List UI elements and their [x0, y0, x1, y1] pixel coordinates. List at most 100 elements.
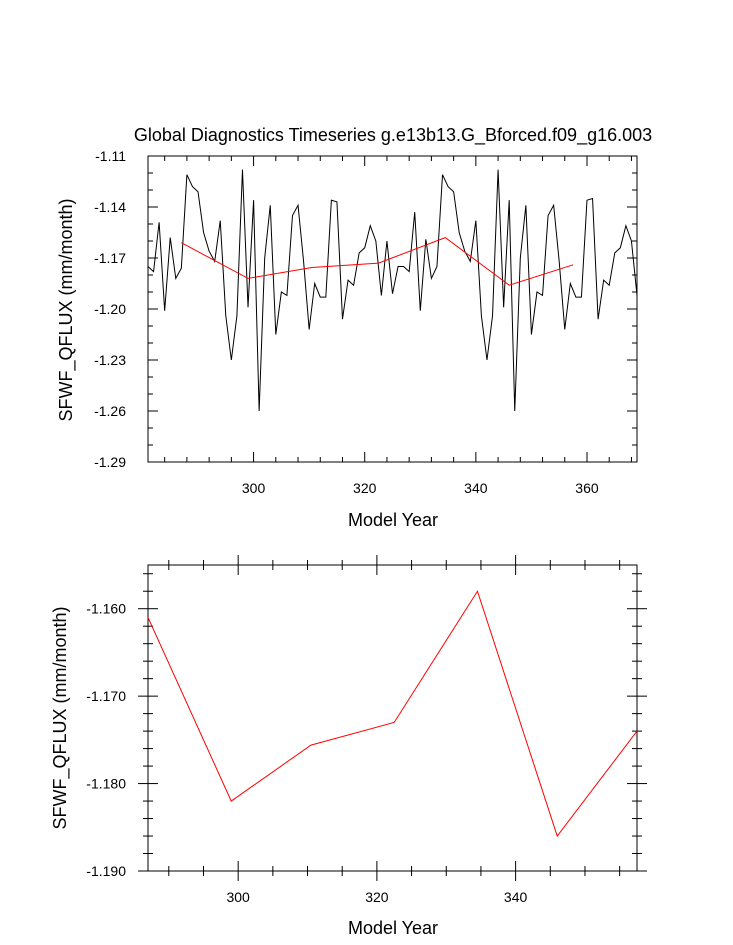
data-point	[448, 186, 449, 187]
data-point	[311, 267, 312, 268]
data-point	[364, 247, 365, 248]
data-point	[248, 278, 249, 279]
y-tick-label: -1.180	[86, 776, 126, 792]
data-point	[420, 310, 421, 311]
data-point	[553, 205, 554, 206]
data-point	[470, 261, 471, 262]
data-point	[170, 237, 171, 238]
data-point	[403, 266, 404, 267]
data-point	[164, 310, 165, 311]
data-point	[620, 247, 621, 248]
data-point	[409, 271, 410, 272]
data-point	[342, 319, 343, 320]
data-point	[159, 222, 160, 223]
x-tick-label: 360	[575, 480, 599, 496]
series-line-running-mean	[181, 237, 574, 286]
data-point	[414, 212, 415, 213]
data-point	[198, 191, 199, 192]
data-point	[353, 285, 354, 286]
y-axis-label: SFWF_QFLUX (mm/month)	[56, 198, 77, 421]
data-point	[298, 205, 299, 206]
data-point	[525, 205, 526, 206]
data-point	[270, 205, 271, 206]
data-point	[477, 591, 478, 592]
data-point	[186, 174, 187, 175]
data-point	[564, 329, 565, 330]
y-axis-label: SFWF_QFLUX (mm/month)	[50, 606, 71, 829]
data-point	[486, 360, 487, 361]
y-tick-label: -1.20	[94, 301, 126, 317]
x-tick-label: 320	[365, 889, 389, 905]
data-point	[148, 617, 149, 618]
data-point	[181, 268, 182, 269]
data-point	[281, 292, 282, 293]
data-point	[548, 215, 549, 216]
data-point	[336, 201, 337, 202]
y-tick-label: -1.11	[95, 148, 126, 164]
data-point	[325, 297, 326, 298]
series-line-annual	[147, 169, 638, 412]
data-point	[311, 745, 312, 746]
y-tick-label: -1.29	[94, 454, 126, 470]
y-tick-label: -1.26	[94, 403, 126, 419]
data-point	[209, 251, 210, 252]
y-tick-label: -1.160	[86, 601, 126, 617]
data-point	[520, 258, 521, 259]
data-point	[514, 411, 515, 412]
data-point	[303, 261, 304, 262]
data-point	[442, 174, 443, 175]
chart-title: Global Diagnostics Timeseries g.e13b13.G…	[134, 125, 652, 146]
data-point	[331, 200, 332, 201]
y-tick-label: -1.170	[86, 688, 126, 704]
data-point	[509, 285, 510, 286]
data-point	[236, 315, 237, 316]
y-tick-label: -1.17	[94, 250, 126, 266]
data-point	[536, 292, 537, 293]
data-point	[386, 241, 387, 242]
data-point	[370, 225, 371, 226]
data-point	[609, 285, 610, 286]
data-point	[175, 278, 176, 279]
data-point	[581, 297, 582, 298]
data-point	[559, 261, 560, 262]
data-point	[192, 186, 193, 187]
data-point	[314, 283, 315, 284]
data-point	[286, 295, 287, 296]
plot-frame	[147, 155, 638, 463]
data-point	[481, 315, 482, 316]
data-point	[220, 220, 221, 221]
data-point	[242, 169, 243, 170]
data-point	[320, 297, 321, 298]
data-point	[225, 315, 226, 316]
data-point	[392, 293, 393, 294]
data-point	[637, 295, 638, 296]
y-tick-label: -1.23	[94, 352, 126, 368]
data-point	[475, 220, 476, 221]
data-point	[231, 801, 232, 802]
data-point	[586, 200, 587, 201]
bottom-panel: Model Year SFWF_QFLUX (mm/month) 300 320 3…	[50, 555, 647, 938]
data-point	[309, 329, 310, 330]
data-point	[153, 271, 154, 272]
data-point	[603, 280, 604, 281]
data-point	[292, 215, 293, 216]
x-tick-label: 340	[464, 480, 488, 496]
data-point	[231, 360, 232, 361]
data-point	[431, 278, 432, 279]
x-axis-label: Model Year	[348, 918, 438, 938]
data-point	[542, 295, 543, 296]
x-tick-label: 300	[242, 480, 266, 496]
plot-frame	[147, 564, 638, 872]
data-point	[637, 731, 638, 732]
data-point	[503, 307, 504, 308]
data-point	[598, 319, 599, 320]
x-tick-label: 340	[504, 889, 528, 905]
data-point	[381, 295, 382, 296]
data-point	[509, 200, 510, 201]
data-point	[531, 334, 532, 335]
x-tick-label: 320	[353, 480, 377, 496]
data-point	[459, 232, 460, 233]
data-point	[625, 225, 626, 226]
data-point	[445, 237, 446, 238]
data-point	[378, 263, 379, 264]
